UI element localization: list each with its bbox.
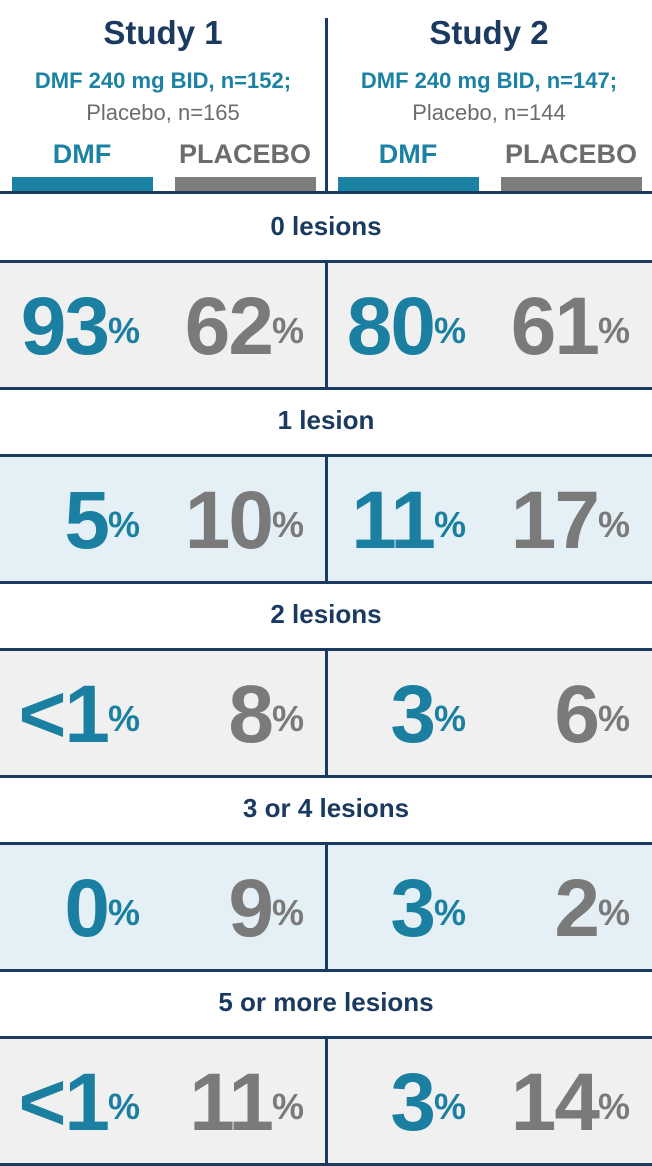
study-2-dmf-value: 11% (326, 480, 466, 562)
row-top-rule (0, 842, 652, 845)
study-1-dmf-value: 0% (0, 868, 140, 950)
percent-sign: % (271, 1086, 304, 1127)
value-number: <1 (18, 1057, 109, 1148)
study-2-title: Study 2 (429, 14, 549, 51)
percent-sign: % (433, 698, 466, 739)
value-number: 14 (510, 1057, 600, 1148)
value-number: 17 (510, 475, 600, 566)
value-number: 80 (346, 281, 436, 372)
study-1-placebo-value: 11% (164, 1062, 304, 1144)
percent-sign: % (107, 892, 140, 933)
value-number: 5 (64, 475, 110, 566)
value-number: 10 (184, 475, 274, 566)
study-1-placebo-bar (175, 177, 316, 191)
value-number: 3 (390, 863, 436, 954)
study-2-dmf-value: 3% (326, 868, 466, 950)
row-divider (325, 262, 328, 388)
study-1-header: Study 1 DMF 240 mg BID, n=152; Placebo, … (0, 0, 326, 192)
row-divider (325, 1038, 328, 1164)
value-number: 61 (510, 281, 600, 372)
value-number: 2 (554, 863, 600, 954)
value-number: 93 (20, 281, 110, 372)
percent-sign: % (433, 310, 466, 351)
row-label: 1 lesion (277, 405, 375, 435)
value-number: 3 (390, 1057, 436, 1148)
row-bottom-rule (0, 581, 652, 584)
row-top-rule (0, 648, 652, 651)
percent-sign: % (271, 504, 304, 545)
study-1-placebo-label: PLACEBO (178, 139, 311, 169)
study-1-placebo-value: 9% (164, 868, 304, 950)
row-bottom-rule (0, 969, 652, 972)
percent-sign: % (597, 1086, 630, 1127)
percent-sign: % (271, 698, 304, 739)
percent-sign: % (271, 892, 304, 933)
study-2-placebo-value: 6% (490, 674, 630, 756)
percent-sign: % (107, 698, 140, 739)
value-number: <1 (18, 669, 109, 760)
percent-sign: % (597, 892, 630, 933)
study-2-placebo-bar (501, 177, 642, 191)
study-1-placebo-value: 10% (164, 480, 304, 562)
study-1-dmf-label: DMF (52, 139, 112, 169)
row-top-rule (0, 260, 652, 263)
row-bottom-rule (0, 775, 652, 778)
header-divider (325, 18, 328, 192)
study-1-dmf-value: <1% (0, 674, 140, 756)
study-2-placebo-value: 2% (490, 868, 630, 950)
value-number: 6 (554, 669, 600, 760)
study-2-header: Study 2 DMF 240 mg BID, n=147; Placebo, … (326, 0, 652, 192)
percent-sign: % (271, 310, 304, 351)
row-bottom-rule (0, 387, 652, 390)
row-label: 3 or 4 lesions (242, 793, 410, 823)
value-number: 9 (228, 863, 274, 954)
row-label: 5 or more lesions (218, 987, 434, 1017)
header-rule (0, 191, 652, 194)
row-label: 2 lesions (270, 599, 382, 629)
percent-sign: % (597, 310, 630, 351)
study-1-dmf-value: <1% (0, 1062, 140, 1144)
value-number: 8 (228, 669, 274, 760)
value-number: 62 (184, 281, 274, 372)
row-label: 0 lesions (270, 211, 382, 241)
study-2-dose: DMF 240 mg BID, n=147; (360, 68, 618, 93)
study-2-dmf-value: 3% (326, 674, 466, 756)
row-divider (325, 844, 328, 970)
study-2-placebo-label: PLACEBO (504, 139, 637, 169)
study-1-title: Study 1 (103, 14, 223, 51)
percent-sign: % (433, 1086, 466, 1127)
row-divider (325, 456, 328, 582)
percent-sign: % (107, 1086, 140, 1127)
value-number: 11 (189, 1057, 274, 1148)
study-2-placebo-n: Placebo, n=144 (412, 100, 566, 125)
percent-sign: % (107, 310, 140, 351)
study-2-dmf-value: 80% (326, 286, 466, 368)
percent-sign: % (433, 892, 466, 933)
row-top-rule (0, 1036, 652, 1039)
study-2-placebo-value: 61% (490, 286, 630, 368)
value-number: 0 (64, 863, 110, 954)
percent-sign: % (107, 504, 140, 545)
study-2-dmf-value: 3% (326, 1062, 466, 1144)
study-2-dmf-label: DMF (378, 139, 438, 169)
study-2-dmf-bar (338, 177, 479, 191)
study-1-dmf-value: 5% (0, 480, 140, 562)
study-1-dmf-value: 93% (0, 286, 140, 368)
study-2-placebo-value: 17% (490, 480, 630, 562)
study-2-placebo-value: 14% (490, 1062, 630, 1144)
study-1-placebo-n: Placebo, n=165 (86, 100, 240, 125)
percent-sign: % (433, 504, 466, 545)
value-number: 11 (351, 475, 436, 566)
row-divider (325, 650, 328, 776)
percent-sign: % (597, 698, 630, 739)
percent-sign: % (597, 504, 630, 545)
study-1-placebo-value: 8% (164, 674, 304, 756)
study-1-dose: DMF 240 mg BID, n=152; (34, 68, 292, 93)
value-number: 3 (390, 669, 436, 760)
row-top-rule (0, 454, 652, 457)
study-1-placebo-value: 62% (164, 286, 304, 368)
study-1-dmf-bar (12, 177, 153, 191)
